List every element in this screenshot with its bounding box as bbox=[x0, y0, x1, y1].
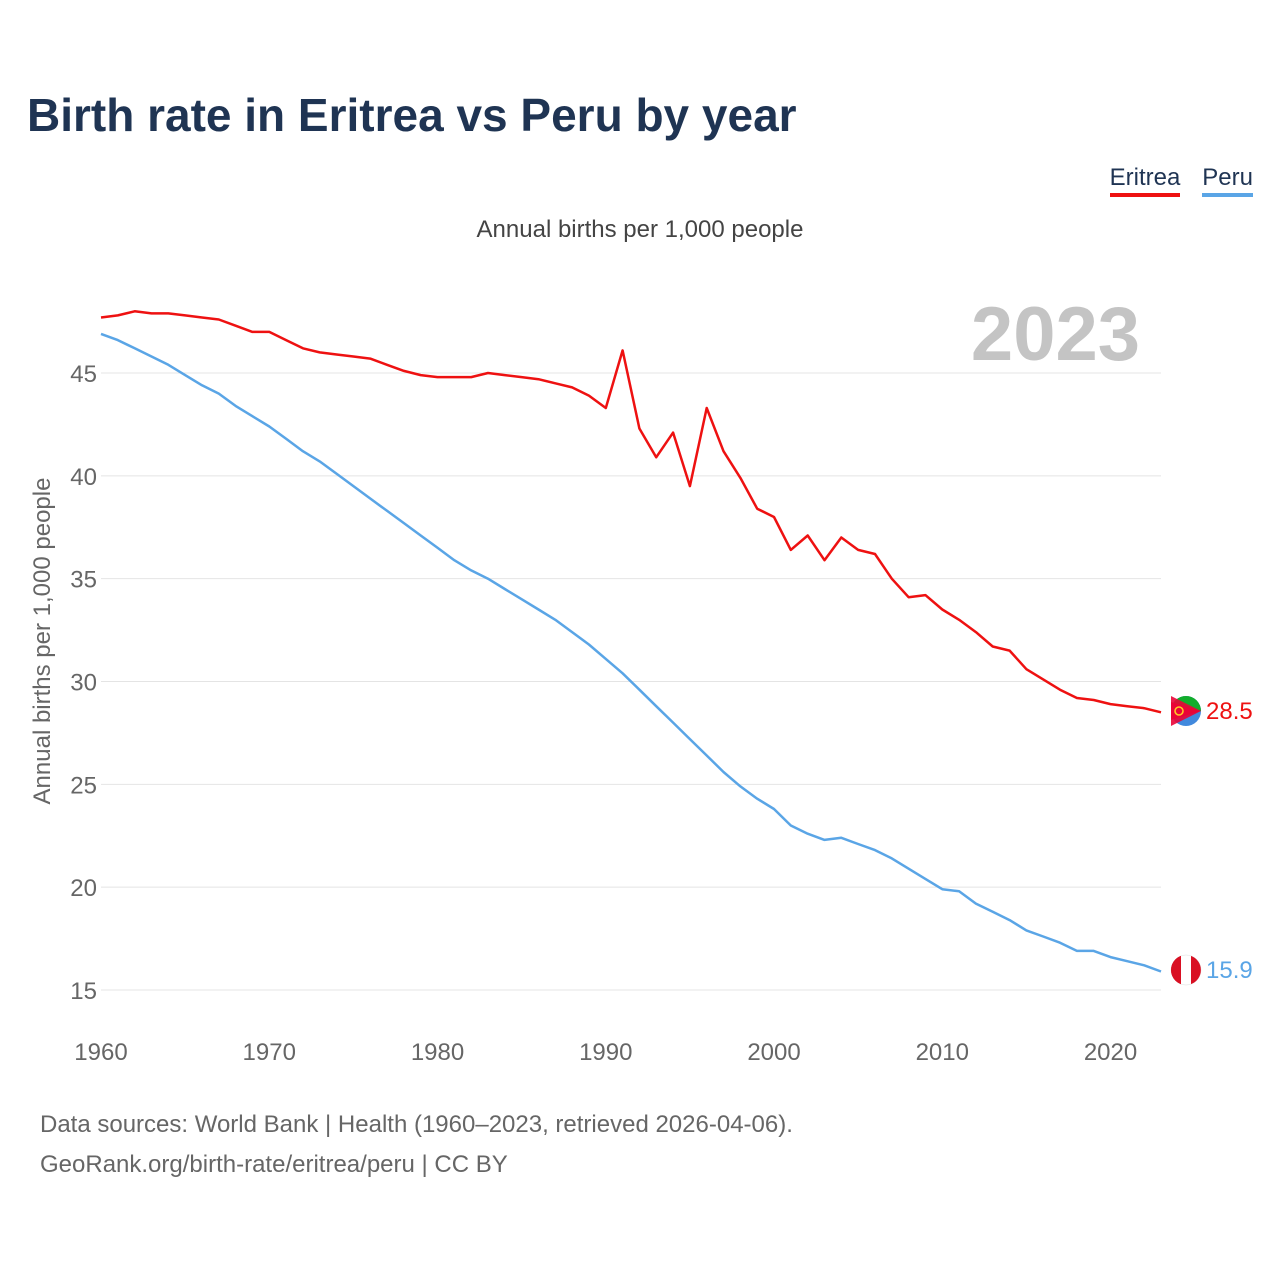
x-tick-label: 1980 bbox=[411, 1039, 464, 1066]
legend-item-eritrea[interactable]: Eritrea bbox=[1109, 164, 1181, 197]
y-axis-label: Annual births per 1,000 people bbox=[29, 478, 56, 805]
x-tick-label: 1960 bbox=[74, 1039, 127, 1066]
x-tick-label: 2010 bbox=[916, 1039, 969, 1066]
current-year-watermark: 2023 bbox=[971, 292, 1140, 377]
y-tick-label: 25 bbox=[70, 772, 97, 799]
x-tick-label: 1990 bbox=[579, 1039, 632, 1066]
y-tick-label: 35 bbox=[70, 567, 97, 594]
chart-subtitle: Annual births per 1,000 people bbox=[476, 216, 804, 243]
series-lines bbox=[100, 310, 1162, 973]
y-tick-labels: 15 20 25 30 35 40 45 bbox=[70, 361, 97, 1005]
sources-line-2: GeoRank.org/birth-rate/eritrea/peru | CC… bbox=[40, 1151, 508, 1178]
sources-line-1: Data sources: World Bank | Health (1960–… bbox=[40, 1111, 793, 1138]
eritrea-flag-icon bbox=[1171, 696, 1201, 726]
y-tick-label: 45 bbox=[70, 361, 97, 388]
y-tick-label: 15 bbox=[70, 978, 97, 1005]
y-tick-label: 30 bbox=[70, 670, 97, 697]
series-end-markers: 28.5 15.9 bbox=[1170, 696, 1253, 986]
x-tick-label: 1970 bbox=[243, 1039, 296, 1066]
chart-title: Birth rate in Eritrea vs Peru by year bbox=[27, 89, 797, 141]
series-line-eritrea[interactable] bbox=[100, 310, 1162, 714]
line-chart: 2023 15 20 25 30 35 40 45 1960 1970 1980 1990 2000… bbox=[29, 292, 1253, 1066]
peru-end-value: 15.9 bbox=[1206, 957, 1253, 984]
data-sources: Data sources: World Bank | Health (1960–… bbox=[40, 1105, 793, 1185]
y-tick-label: 20 bbox=[70, 875, 97, 902]
eritrea-end-value: 28.5 bbox=[1206, 698, 1253, 725]
y-tick-label: 40 bbox=[70, 464, 97, 491]
legend-item-peru[interactable]: Peru bbox=[1202, 164, 1253, 197]
peru-flag-icon bbox=[1170, 954, 1202, 986]
x-tick-labels: 1960 1970 1980 1990 2000 2010 2020 bbox=[74, 1039, 1137, 1066]
x-tick-label: 2000 bbox=[747, 1039, 800, 1066]
series-line-peru[interactable] bbox=[100, 332, 1162, 973]
x-tick-label: 2020 bbox=[1084, 1039, 1137, 1066]
legend: Eritrea Peru bbox=[1109, 164, 1253, 197]
